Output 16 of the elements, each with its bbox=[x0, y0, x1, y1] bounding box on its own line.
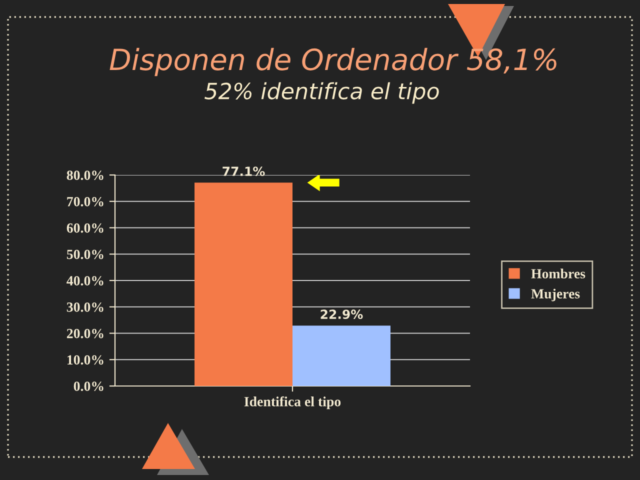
data-label: 22.9% bbox=[320, 310, 363, 320]
legend-label: Mujeres bbox=[531, 288, 580, 302]
y-tick-label: 0.0% bbox=[74, 382, 104, 392]
y-tick-label: 80.0% bbox=[66, 170, 104, 180]
y-tick-label: 50.0% bbox=[66, 250, 104, 260]
data-label: 77.1% bbox=[222, 166, 265, 176]
y-tick-label: 40.0% bbox=[66, 276, 104, 286]
chart-title: Disponen de Ordenador 58,1% bbox=[110, 48, 556, 76]
y-tick-label: 70.0% bbox=[67, 196, 104, 206]
legend-label: Hombres bbox=[531, 268, 586, 278]
chart-subtitle: 52% identifica el tipo bbox=[204, 82, 439, 104]
y-tick-label: 60.0% bbox=[66, 223, 104, 233]
y-tick-label: 10.0% bbox=[68, 355, 104, 365]
x-tick-label: Identifica el tipo bbox=[244, 396, 341, 410]
y-tick-label: 20.0% bbox=[66, 328, 104, 338]
y-tick-label: 30.0% bbox=[66, 302, 104, 312]
